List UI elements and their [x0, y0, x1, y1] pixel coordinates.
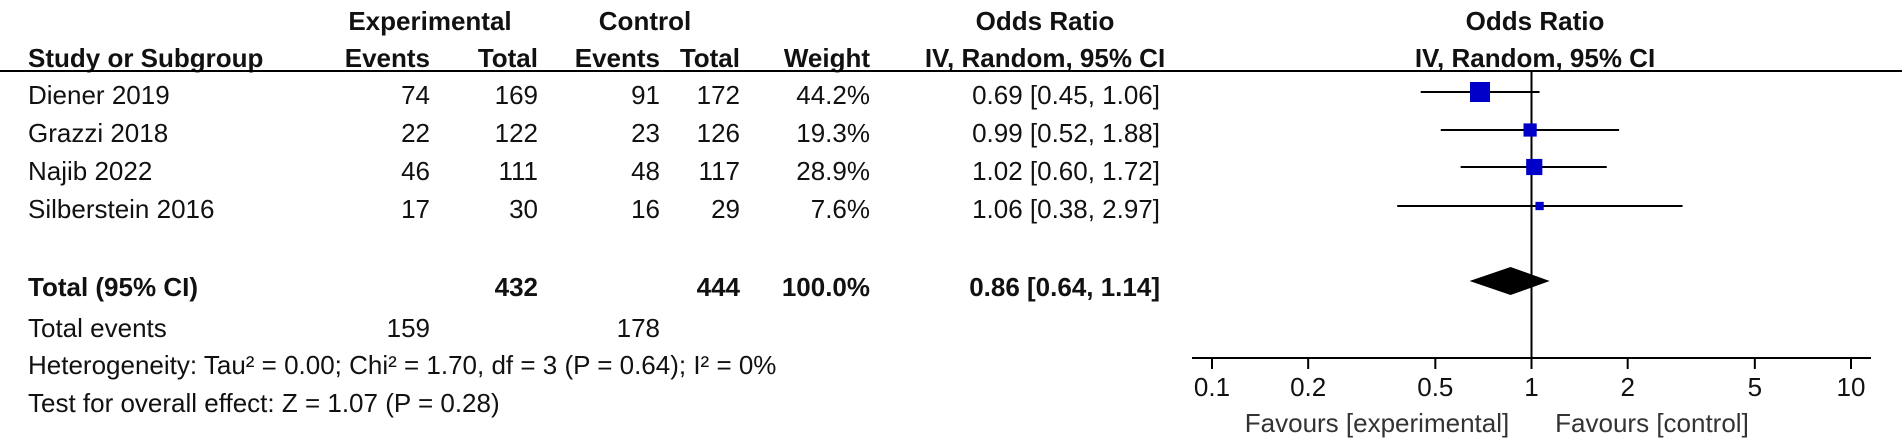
total-ctl-events: 178: [616, 313, 660, 343]
weight: 7.6%: [810, 194, 870, 224]
study-name: Najib 2022: [28, 156, 153, 186]
point-estimate-study-2: [1526, 158, 1543, 176]
study-name: Diener 2019: [28, 80, 170, 110]
ctl-events: 91: [631, 80, 660, 110]
exp-events: 74: [401, 80, 430, 110]
ctl-total: 117: [698, 156, 740, 186]
study-name: Silberstein 2016: [28, 194, 215, 224]
weight: 19.3%: [796, 118, 870, 148]
point-estimate-study-0: [1470, 82, 1491, 102]
exp-total: 122: [494, 118, 538, 148]
point-estimate-study-3: [1535, 201, 1544, 211]
total-exp-total: 432: [494, 272, 538, 302]
or-ci-text: 1.06 [0.38, 2.97]: [972, 194, 1160, 224]
total-ctl-total: 444: [696, 272, 740, 302]
x-tick-label-1: 0.2: [1290, 372, 1326, 402]
x-tick-label-5: 5: [1748, 372, 1762, 402]
or-method-table-header: IV, Random, 95% CI: [924, 43, 1166, 73]
study-col-header: Study or Subgroup: [28, 43, 264, 73]
exp-total: 30: [509, 194, 538, 224]
ctl-events: 16: [631, 194, 660, 224]
ctl-events: 23: [631, 118, 660, 148]
total-label: Total (95% CI): [28, 272, 198, 302]
or-table-group-header: Odds Ratio: [975, 6, 1115, 36]
or-ci-text: 0.69 [0.45, 1.06]: [972, 80, 1160, 110]
total-ci-text: 0.86 [0.64, 1.14]: [969, 272, 1160, 302]
exp-events: 46: [401, 156, 430, 186]
weight: 44.2%: [796, 80, 870, 110]
point-estimate-study-1: [1523, 123, 1537, 137]
exp-total-col-header: Total: [477, 43, 538, 73]
x-tick-label-2: 0.5: [1417, 372, 1453, 402]
ctl-total: 29: [711, 194, 740, 224]
experimental-group-header: Experimental: [348, 6, 512, 36]
total-events-label: Total events: [28, 313, 167, 343]
or-method-plot-header: IV, Random, 95% CI: [1414, 43, 1656, 73]
ctl-events: 48: [631, 156, 660, 186]
favours-control-label: Favours [control]: [1555, 408, 1749, 438]
overall-effect-text: Test for overall effect: Z = 1.07 (P = 0…: [28, 388, 500, 418]
exp-total: 169: [494, 80, 538, 110]
x-tick-label-0: 0.1: [1194, 372, 1230, 402]
exp-events-col-header: Events: [344, 43, 430, 73]
or-plot-group-header: Odds Ratio: [1465, 6, 1605, 36]
control-group-header: Control: [598, 6, 692, 36]
favours-experimental-label: Favours [experimental]: [1245, 408, 1509, 438]
exp-events: 22: [401, 118, 430, 148]
or-ci-text: 0.99 [0.52, 1.88]: [972, 118, 1160, 148]
exp-events: 17: [401, 194, 430, 224]
heterogeneity-text: Heterogeneity: Tau² = 0.00; Chi² = 1.70,…: [28, 350, 777, 380]
ctl-total: 172: [696, 80, 740, 110]
pooled-estimate-diamond: [1469, 267, 1550, 295]
x-tick-label-3: 1: [1524, 372, 1538, 402]
weight-col-header: Weight: [783, 43, 870, 73]
ctl-total: 126: [696, 118, 740, 148]
weight: 28.9%: [796, 156, 870, 186]
study-name: Grazzi 2018: [28, 118, 169, 148]
x-axis: 0.1 0.2 0.5 1 2 5 10: [1192, 357, 1871, 402]
ctl-total-col-header: Total: [679, 43, 740, 73]
forest-plot-marks: [1397, 71, 1683, 358]
or-ci-text: 1.02 [0.60, 1.72]: [972, 156, 1160, 186]
exp-total: 111: [498, 156, 538, 186]
x-tick-label-6: 10: [1837, 372, 1866, 402]
total-weight: 100.0%: [781, 272, 870, 302]
total-exp-events: 159: [386, 313, 430, 343]
x-tick-label-4: 2: [1620, 372, 1634, 402]
ctl-events-col-header: Events: [574, 43, 660, 73]
